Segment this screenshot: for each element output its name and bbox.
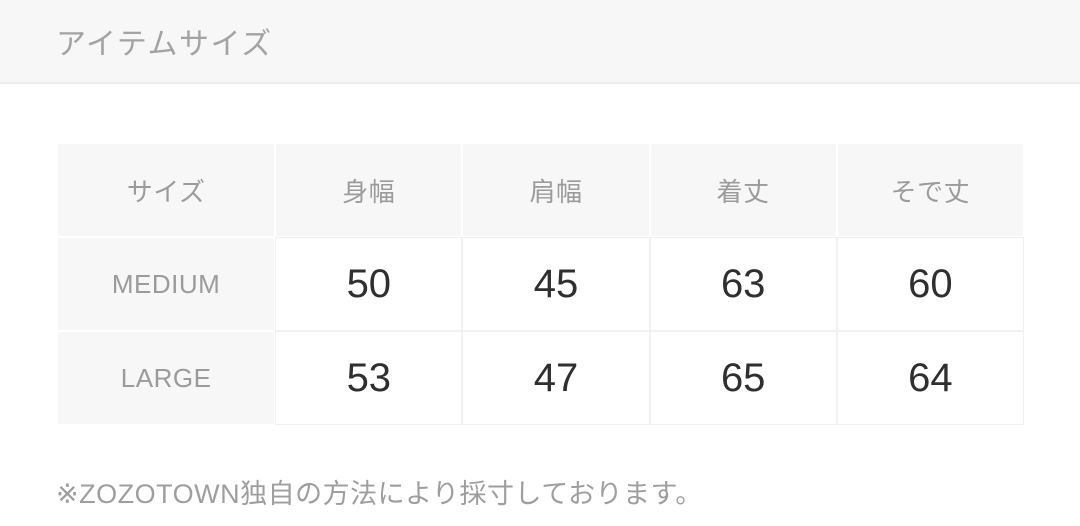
measurement-note: ※ZOZOTOWN独自の方法により採寸しております。 <box>56 479 703 509</box>
row-label-medium: MEDIUM <box>57 237 276 331</box>
value-cell-large-length: 65 <box>649 331 837 425</box>
value-cell-medium-body-width: 50 <box>275 237 463 331</box>
table-row-large: LARGE 53 47 65 64 <box>57 331 1024 425</box>
column-header-shoulder-width: 肩幅 <box>462 143 650 237</box>
size-table: サイズ 身幅 肩幅 着丈 そで丈 MEDIUM 50 45 63 60 LARG… <box>57 143 1024 425</box>
column-header-body-width: 身幅 <box>275 143 463 237</box>
value-cell-medium-sleeve-length: 60 <box>836 237 1024 331</box>
value-cell-large-shoulder-width: 47 <box>462 331 650 425</box>
column-header-sleeve-length: そで丈 <box>836 143 1024 237</box>
value-cell-large-sleeve-length: 64 <box>836 331 1024 425</box>
table-row-medium: MEDIUM 50 45 63 60 <box>57 237 1024 331</box>
row-label-large: LARGE <box>57 331 276 425</box>
column-header-size: サイズ <box>57 143 276 237</box>
value-cell-medium-length: 63 <box>649 237 837 331</box>
page-title: アイテムサイズ <box>56 28 273 61</box>
value-cell-large-body-width: 53 <box>275 331 463 425</box>
section-header: アイテムサイズ <box>0 0 1080 84</box>
value-cell-medium-shoulder-width: 45 <box>462 237 650 331</box>
column-header-length: 着丈 <box>649 143 837 237</box>
table-header-row: サイズ 身幅 肩幅 着丈 そで丈 <box>57 143 1024 237</box>
